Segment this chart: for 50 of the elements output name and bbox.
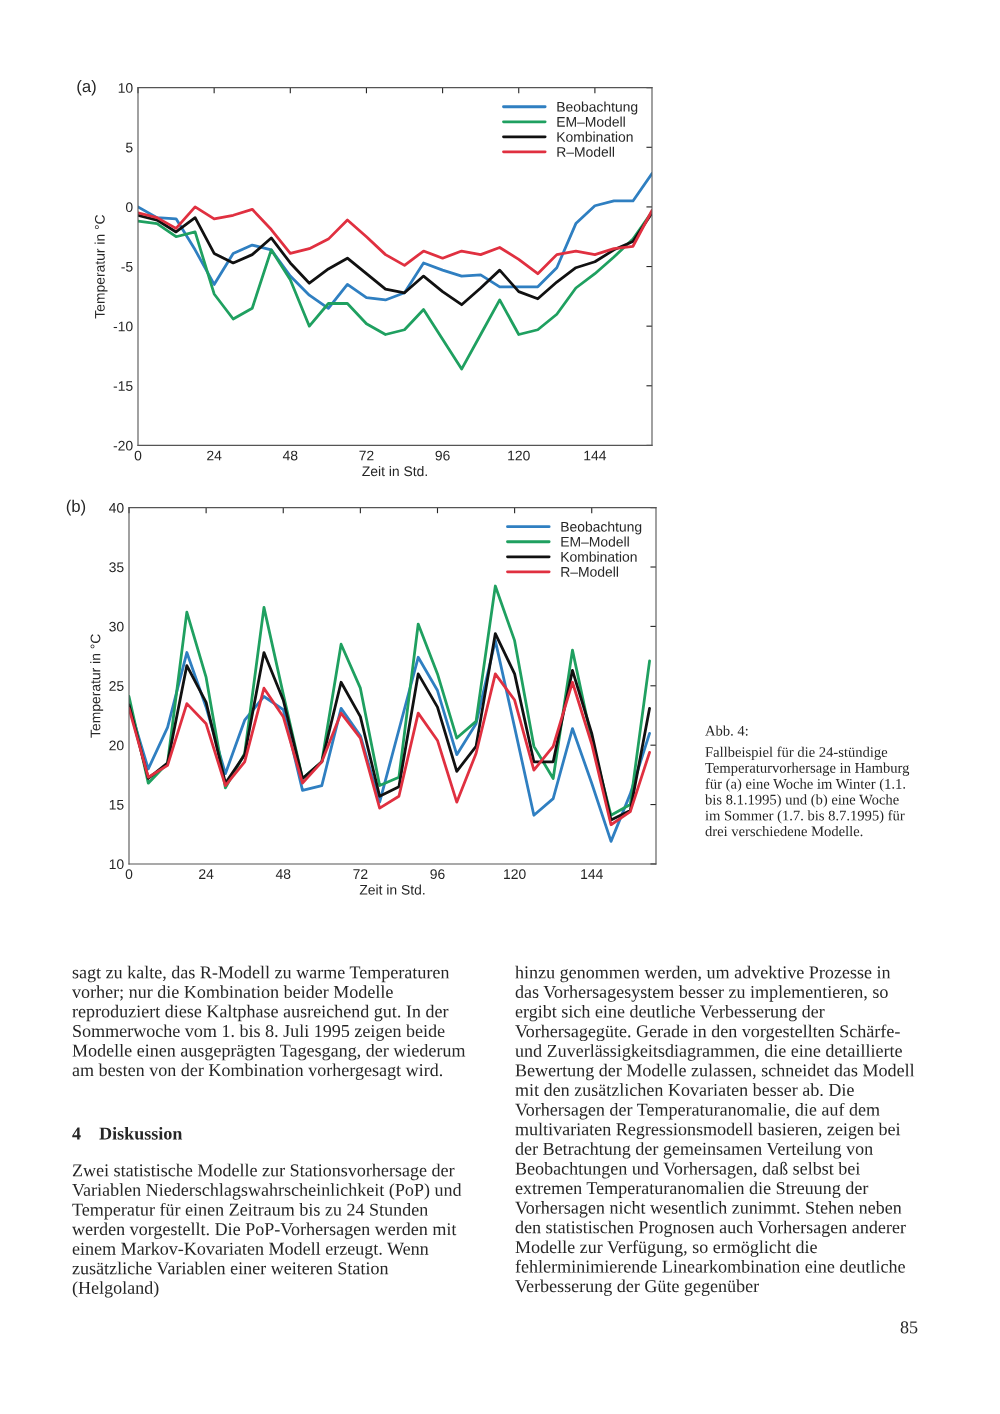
x-tick-label: 48 [275,869,291,880]
y-tick-label: 20 [109,740,124,751]
x-tick-label: 144 [584,450,607,461]
chart-title: (a) [77,79,96,96]
x-tick-label: 96 [435,450,450,461]
y-tick-label: 0 [125,202,133,213]
text: 85 [900,1321,918,1334]
y-tick-label: 10 [118,83,133,93]
x-tick-label: 24 [199,869,214,879]
y-tick-label: 25 [109,681,124,691]
y-tick-label: 35 [109,562,124,573]
text: sagt zu kalte, das R-Modell zu warme Temperaturen vorher; nur die Kombination beider Modelle reproduziert diese Kaltphase ausreichend gut. In der Sommerwoche vom 1. bis 8. Juli 1995 zeigen beide Modelle einen ausgeprägten Tagesgang, der wiederum am besten von der Kombination vorhergesagt wird. [72,965,466,1080]
x-axis-title: Zeit in Std. [359,884,425,895]
line-series [129,672,651,827]
y-tick-label: -20 [113,440,133,451]
caption: Abb. 4: [705,725,748,736]
x-tick-label: 120 [508,450,530,461]
y-tick-label: 30 [109,621,124,632]
x-tick-label: 24 [207,450,222,461]
legend-label: R–Modell [561,566,618,577]
y-axis-title: Temperatur in °C [90,634,104,738]
x-tick-label: 120 [504,869,526,880]
legend-label: Beobachtung [557,101,638,115]
legend-label: Kombination [561,551,637,562]
legend-label: EM–Modell [557,116,625,127]
x-tick-label: 144 [581,869,603,879]
y-tick-label: -15 [113,381,133,391]
y-tick-label: 5 [125,142,133,153]
text: hinzu genommen werden, um advektive Prozesse in das Vorhersagesystem besser zu implementieren, so ergibt sich eine deutliche Verbesserung der Vorhersagegüte. Gerade in den vorgestellten Schärfe- und Zuverlässigkeitsdiagrammen, die eine detaillierte Bewertung der Modelle zulassen, schneidet das Modell mit den zusätzlichen Kovariaten besser ab. Die Vorhersagen der Temperaturanomalie, die auf dem multivariaten Regressionsmodell basieren, zeigen bei der Betrachtung der gemeinsamen Verteilung von Beobachtungen und Vorhersagen, daß selbst bei extremen Temperaturanomalien die Streuung der Vorhersagen nicht wesentlich zunimmt. Stehen neben den statistischen Prognosen auch Vorhersagen anderer Modelle zur Verfügung, so ermöglicht die fehlerminimierende Linearkombination eine deutliche Verbesserung der Güte gegenüber [515,965,915,1296]
legend-label: R–Modell [557,146,614,157]
chart-title: (b) [66,499,86,516]
text: Fallbeispiel für die 24-stündige Temperaturvorhersage in Hamburg für (a) eine Woche im Winter (1.1. bis 8.1.1995) und (b) eine Woche im Sommer (1.7. bis 8.7.1995) für drei verschiedene Modelle. [705,746,910,837]
legend-label: EM–Modell [561,536,629,547]
y-tick-label: -10 [113,321,133,332]
x-tick-label: 96 [430,869,445,880]
legend-label: Beobachtung [561,521,642,535]
legend-label: Kombination [557,131,633,142]
y-tick-label: 10 [109,859,124,870]
text: Zwei statistische Modelle zur Stationsvorhersage der Variablen Niederschlagswahrscheinlichkeit (PoP) und Temperatur für einen Zeitraum bis zu 24 Stunden werden vorgestellt. Die PoP-Vorhersagen werden mit einem Markov-Kovariaten Modell erzeugt. Wenn zusätzliche Variablen einer weiteren Station (Helgoland) [72,1163,462,1298]
y-axis-title: Temperatur in °C [94,214,108,319]
x-axis-title: Zeit in Std. [362,466,427,477]
y-tick-label: 15 [109,800,124,810]
y-tick-label: -5 [121,262,133,272]
x-tick-label: 72 [353,869,368,879]
x-tick-label: 48 [282,450,298,461]
y-tick-label: 40 [109,502,124,513]
text: 4 Diskussion [72,1126,183,1140]
x-tick-label: 72 [359,450,374,461]
x-tick-label: 0 [134,450,142,461]
line-series [138,205,652,276]
